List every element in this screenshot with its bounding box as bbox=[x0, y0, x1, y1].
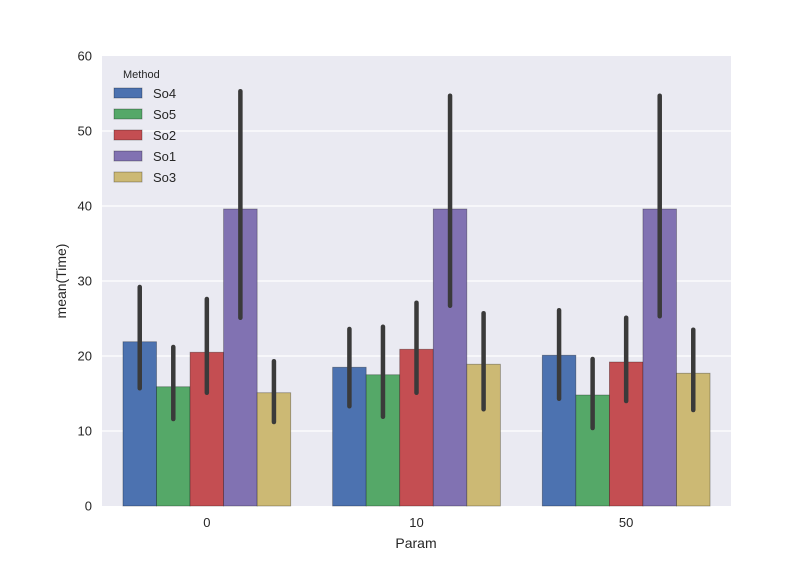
y-tick-label: 60 bbox=[78, 49, 92, 64]
y-tick-label: 0 bbox=[85, 499, 92, 514]
legend-label-so1: So1 bbox=[153, 149, 176, 164]
legend-label-so4: So4 bbox=[153, 86, 176, 101]
legend-swatch-so2 bbox=[113, 129, 143, 141]
y-axis-label: mean(Time) bbox=[53, 244, 69, 319]
legend: Method So4 So5 So2 So1 So3 bbox=[113, 69, 176, 185]
y-tick-label: 30 bbox=[78, 274, 92, 289]
x-tick-label: 50 bbox=[619, 515, 633, 530]
y-tick-label: 20 bbox=[78, 349, 92, 364]
legend-label-so2: So2 bbox=[153, 128, 176, 143]
y-tick-label: 40 bbox=[78, 199, 92, 214]
bar-so1-0 bbox=[223, 208, 258, 507]
legend-label-so5: So5 bbox=[153, 107, 176, 122]
x-tick-label: 0 bbox=[203, 515, 210, 530]
x-tick-label: 10 bbox=[409, 515, 423, 530]
legend-swatch-so3 bbox=[113, 171, 143, 183]
legend-swatch-so5 bbox=[113, 108, 143, 120]
x-tick-labels: 0 10 50 bbox=[203, 515, 633, 530]
legend-title: Method bbox=[123, 69, 160, 81]
y-tick-label: 50 bbox=[78, 124, 92, 139]
y-tick-labels: 0 10 20 30 40 50 60 bbox=[78, 49, 92, 514]
error-bars bbox=[137, 89, 696, 431]
y-tick-label: 10 bbox=[78, 424, 92, 439]
legend-label-so3: So3 bbox=[153, 170, 176, 185]
legend-swatch-so4 bbox=[113, 87, 143, 99]
x-axis-label: Param bbox=[395, 535, 436, 551]
legend-swatch-so1 bbox=[113, 150, 143, 162]
